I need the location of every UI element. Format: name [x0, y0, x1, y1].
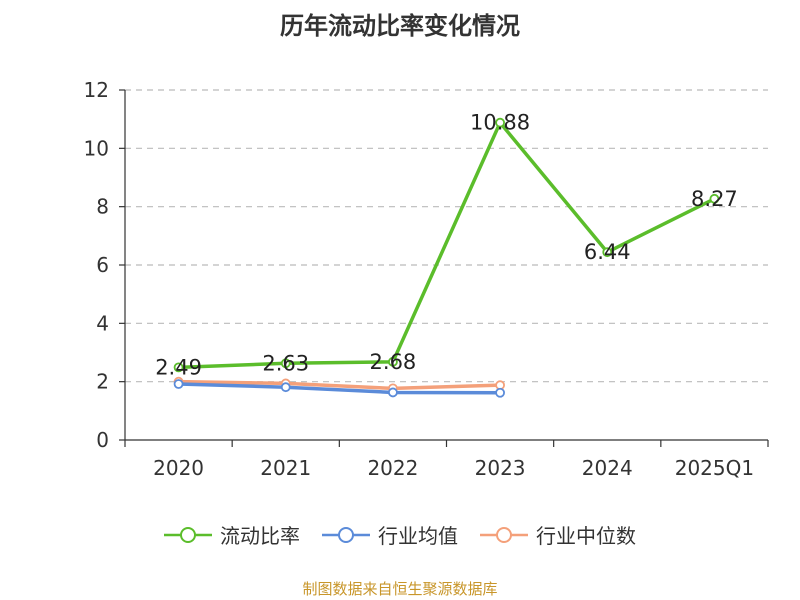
y-tick-label-6: 12 [84, 78, 109, 102]
data-label-0: 2.49 [155, 355, 202, 379]
series-line-0 [178, 120, 716, 370]
series-0-point-5 [709, 193, 720, 204]
legend-marker-industry-median [480, 526, 528, 543]
legend: 流动比率 行业均值 行业中位数 [0, 520, 800, 549]
series-1-point-3 [495, 387, 505, 398]
series-0-point-4 [602, 247, 613, 258]
legend-label-current-ratio: 流动比率 [220, 524, 300, 548]
x-tick-label-0: 2020 [153, 456, 204, 480]
series-0-point-3 [495, 117, 505, 128]
legend-item-industry-median[interactable]: 行业中位数 [480, 520, 636, 549]
x-tick-label-5: 2025Q1 [675, 456, 754, 480]
y-tick-label-3: 6 [96, 253, 109, 277]
series-0-point-1 [280, 358, 291, 369]
x-tick-label-3: 2023 [475, 456, 526, 480]
legend-label-industry-median: 行业中位数 [536, 524, 636, 548]
series-0-point-0 [173, 362, 184, 373]
y-tick-label-1: 2 [96, 370, 109, 394]
data-label-3: 10.88 [470, 111, 530, 135]
legend-marker-industry-mean [322, 526, 370, 543]
legend-marker-current-ratio [164, 526, 212, 543]
legend-item-current-ratio[interactable]: 流动比率 [164, 520, 300, 549]
series-1-point-2 [388, 387, 398, 398]
x-tick-label-4: 2024 [582, 456, 633, 480]
series-line-2 [178, 379, 501, 391]
data-label-5: 8.27 [691, 187, 738, 211]
legend-label-industry-mean: 行业均值 [378, 524, 458, 548]
data-source-footer: 制图数据来自恒生聚源数据库 [302, 580, 498, 598]
data-label-2: 2.68 [370, 350, 417, 374]
chart-title: 历年流动比率变化情况 [280, 12, 520, 40]
x-tick-label-2: 2022 [367, 456, 418, 480]
data-label-1: 2.63 [262, 351, 309, 375]
y-tick-label-5: 10 [84, 136, 109, 160]
series-1-point-0 [173, 379, 184, 389]
y-tick-label-4: 8 [96, 195, 109, 219]
x-tick-label-1: 2021 [260, 456, 311, 480]
y-tick-label-0: 0 [96, 428, 109, 452]
y-tick-label-2: 4 [96, 311, 109, 335]
series-line-1 [178, 382, 501, 395]
series-0-point-2 [388, 356, 398, 367]
data-label-4: 6.44 [584, 240, 631, 264]
series-1-point-1 [280, 382, 291, 393]
legend-item-industry-mean[interactable]: 行业均值 [322, 520, 458, 549]
